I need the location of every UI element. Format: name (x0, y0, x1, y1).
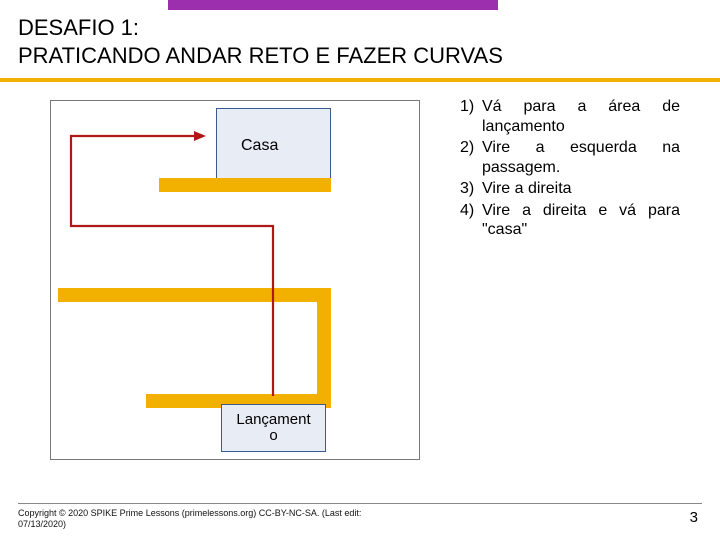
maze-wall (146, 394, 160, 408)
footer-divider (18, 503, 702, 504)
launch-label: Lançament o (236, 412, 310, 444)
title-underline (0, 78, 720, 82)
instruction-number: 3) (460, 179, 482, 199)
instruction-number: 1) (460, 97, 482, 136)
title-line-1: DESAFIO 1: (18, 14, 503, 42)
maze-wall (58, 288, 331, 302)
instruction-item: 3)Vire a direita (460, 179, 680, 199)
casa-label: Casa (241, 137, 278, 155)
copyright-text: Copyright © 2020 SPIKE Prime Lessons (pr… (18, 508, 361, 530)
launch-box: Lançament o (221, 404, 326, 452)
maze-diagram: Casa Lançament o (50, 100, 420, 460)
instruction-number: 4) (460, 201, 482, 240)
maze-wall (159, 178, 331, 192)
maze-wall (317, 288, 331, 408)
instruction-number: 2) (460, 138, 482, 177)
instructions-list: 1)Vá para a área de lançamento2)Vire a e… (460, 97, 680, 242)
instruction-item: 2)Vire a esquerda na passagem. (460, 138, 680, 177)
instruction-text: Vá para a área de lançamento (482, 97, 680, 136)
instruction-item: 1)Vá para a área de lançamento (460, 97, 680, 136)
instruction-text: Vire a direita (482, 179, 680, 199)
accent-bar (168, 0, 498, 10)
instruction-text: Vire a direita e vá para "casa" (482, 201, 680, 240)
instruction-text: Vire a esquerda na passagem. (482, 138, 680, 177)
instruction-item: 4)Vire a direita e vá para "casa" (460, 201, 680, 240)
title-line-2: PRATICANDO ANDAR RETO E FAZER CURVAS (18, 42, 503, 70)
page-number: 3 (690, 509, 698, 526)
slide-title: DESAFIO 1: PRATICANDO ANDAR RETO E FAZER… (18, 14, 503, 69)
